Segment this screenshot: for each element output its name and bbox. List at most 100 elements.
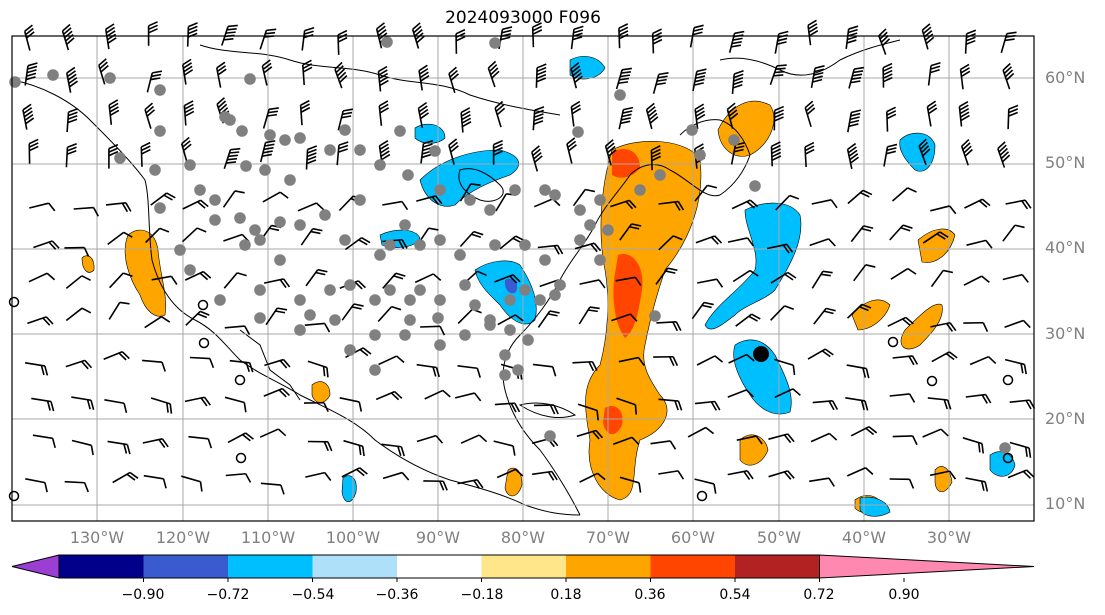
calm-circle-layer xyxy=(8,296,1014,502)
calm-wind-circle xyxy=(926,375,938,387)
wind-barb xyxy=(112,471,139,484)
wind-barb xyxy=(494,402,521,413)
observation-marker xyxy=(254,234,266,246)
wind-barb xyxy=(809,238,836,247)
colorbar-segment xyxy=(566,555,651,578)
observation-marker xyxy=(149,164,161,176)
wind-barb xyxy=(151,275,178,285)
wind-barb xyxy=(848,66,865,89)
wind-barb xyxy=(414,273,442,284)
observation-marker xyxy=(324,284,336,296)
wind-barb xyxy=(222,190,245,208)
observation-marker xyxy=(429,145,441,157)
observation-marker xyxy=(399,219,411,231)
colorbar-tick-label: 0.36 xyxy=(634,587,666,603)
observation-marker xyxy=(354,144,366,156)
observation-marker xyxy=(304,309,316,321)
colorbar-segment xyxy=(59,555,144,578)
wind-barb xyxy=(307,440,333,452)
observation-marker xyxy=(694,149,706,161)
wind-barb xyxy=(297,202,325,212)
wind-barb xyxy=(533,404,559,415)
wind-barb xyxy=(615,67,632,90)
wind-barb xyxy=(732,269,759,283)
coastline xyxy=(239,329,301,401)
observation-marker xyxy=(999,442,1011,454)
wind-barb xyxy=(929,470,957,480)
observation-marker xyxy=(728,134,740,146)
wind-barb xyxy=(492,139,503,165)
wind-barb xyxy=(448,66,459,94)
wind-barb xyxy=(927,397,952,410)
wind-barb xyxy=(579,279,606,289)
wind-barb xyxy=(727,469,754,480)
wind-barb xyxy=(958,100,970,127)
wind-barb-layer xyxy=(22,19,1036,495)
wind-barb xyxy=(259,140,276,163)
wind-barb xyxy=(224,396,247,413)
calm-wind-circle xyxy=(234,374,246,386)
observation-marker xyxy=(239,239,251,251)
wind-barb xyxy=(773,105,785,131)
wind-barb xyxy=(180,136,192,164)
observation-marker xyxy=(499,349,511,361)
wind-barb xyxy=(891,187,917,202)
observation-marker xyxy=(114,152,126,164)
observation-marker xyxy=(469,299,481,311)
wind-barb xyxy=(460,107,472,133)
wind-barb xyxy=(566,137,577,164)
observation-marker xyxy=(279,134,291,146)
wind-barb xyxy=(846,467,874,477)
wind-barb xyxy=(71,396,95,410)
wind-barb xyxy=(655,267,678,285)
wind-barb xyxy=(658,470,685,480)
wind-barb xyxy=(337,29,348,55)
wind-barb xyxy=(182,199,209,210)
wind-barb xyxy=(804,100,816,128)
negative-anomaly-region xyxy=(474,260,537,325)
wind-barb xyxy=(531,145,543,172)
wind-barb xyxy=(931,351,958,363)
observation-marker xyxy=(414,239,426,251)
wind-barb xyxy=(183,100,195,126)
lon-label: 60°W xyxy=(670,528,716,547)
wind-barb xyxy=(108,99,120,125)
lat-label: 40°N xyxy=(1045,238,1086,257)
wind-barb xyxy=(1002,273,1029,283)
positive-strong-region xyxy=(612,148,640,178)
wind-barb xyxy=(769,64,787,86)
wind-barb xyxy=(337,108,353,131)
wind-barb xyxy=(1007,104,1019,130)
wind-barb xyxy=(813,307,836,325)
wind-barb xyxy=(1005,199,1032,210)
wind-barb xyxy=(846,364,870,379)
observation-marker xyxy=(384,239,396,251)
wind-barb xyxy=(850,426,878,437)
wind-barb xyxy=(687,426,715,438)
positive-anomaly-region xyxy=(917,228,956,263)
wind-barb xyxy=(263,387,290,398)
wind-barb xyxy=(889,478,915,489)
wind-barb xyxy=(263,278,291,289)
wind-barb xyxy=(767,243,794,254)
wind-barb xyxy=(261,59,273,86)
wind-barb xyxy=(726,102,739,129)
wind-barb xyxy=(341,467,368,478)
wind-barb xyxy=(423,480,448,491)
observation-marker xyxy=(294,219,306,231)
wind-barb xyxy=(377,65,389,92)
wind-barb xyxy=(188,435,213,449)
observation-marker xyxy=(394,125,406,137)
wind-barb xyxy=(691,301,714,320)
observation-marker xyxy=(504,324,516,336)
wind-barb xyxy=(930,269,954,288)
wind-barb xyxy=(770,271,797,284)
wind-barb xyxy=(537,244,564,255)
colorbar-extend-min xyxy=(11,554,60,579)
wind-barb xyxy=(418,64,430,91)
observation-marker xyxy=(219,111,231,123)
wind-barb xyxy=(656,321,682,332)
observation-marker xyxy=(404,314,416,326)
observation-marker xyxy=(489,239,501,251)
wind-barb xyxy=(965,477,989,492)
